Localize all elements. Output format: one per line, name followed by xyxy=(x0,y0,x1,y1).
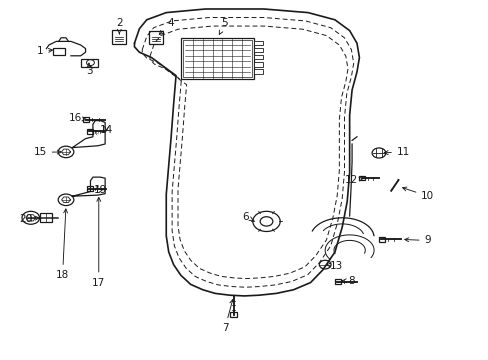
FancyBboxPatch shape xyxy=(378,237,384,242)
Text: 20: 20 xyxy=(19,214,39,224)
Text: 3: 3 xyxy=(85,63,92,76)
FancyBboxPatch shape xyxy=(112,30,126,44)
FancyBboxPatch shape xyxy=(230,312,237,317)
Text: 16: 16 xyxy=(69,113,86,123)
FancyBboxPatch shape xyxy=(149,31,163,44)
Text: 6: 6 xyxy=(242,212,254,222)
Text: 2: 2 xyxy=(116,18,122,34)
Circle shape xyxy=(260,217,272,226)
Text: 12: 12 xyxy=(344,175,363,185)
Text: 14: 14 xyxy=(100,125,113,135)
Text: 18: 18 xyxy=(56,209,69,280)
Circle shape xyxy=(319,260,330,269)
Text: P: P xyxy=(95,131,98,136)
Circle shape xyxy=(86,60,94,66)
FancyBboxPatch shape xyxy=(87,129,93,134)
Circle shape xyxy=(58,194,74,206)
Circle shape xyxy=(252,211,280,231)
Text: P: P xyxy=(95,185,98,190)
Text: 7: 7 xyxy=(221,300,233,333)
FancyBboxPatch shape xyxy=(254,69,263,74)
Text: 1: 1 xyxy=(37,46,52,56)
Circle shape xyxy=(58,146,74,158)
FancyBboxPatch shape xyxy=(40,213,52,222)
FancyBboxPatch shape xyxy=(87,186,93,191)
FancyBboxPatch shape xyxy=(83,117,89,122)
Text: 15: 15 xyxy=(33,147,61,157)
Circle shape xyxy=(22,211,40,224)
FancyBboxPatch shape xyxy=(181,38,254,79)
Text: 10: 10 xyxy=(402,187,433,201)
FancyBboxPatch shape xyxy=(81,59,98,67)
Circle shape xyxy=(371,148,385,158)
Text: 8: 8 xyxy=(341,276,354,286)
Text: 19: 19 xyxy=(93,185,107,195)
Text: 4: 4 xyxy=(159,18,174,35)
FancyBboxPatch shape xyxy=(359,176,365,180)
Text: 13: 13 xyxy=(326,261,343,271)
FancyBboxPatch shape xyxy=(254,48,263,52)
FancyBboxPatch shape xyxy=(334,279,340,284)
FancyBboxPatch shape xyxy=(254,62,263,67)
Text: 11: 11 xyxy=(384,147,409,157)
Text: 5: 5 xyxy=(219,18,228,35)
FancyBboxPatch shape xyxy=(53,48,65,55)
Text: 17: 17 xyxy=(92,198,105,288)
Text: 9: 9 xyxy=(404,235,430,246)
FancyBboxPatch shape xyxy=(254,55,263,59)
FancyBboxPatch shape xyxy=(254,41,263,45)
